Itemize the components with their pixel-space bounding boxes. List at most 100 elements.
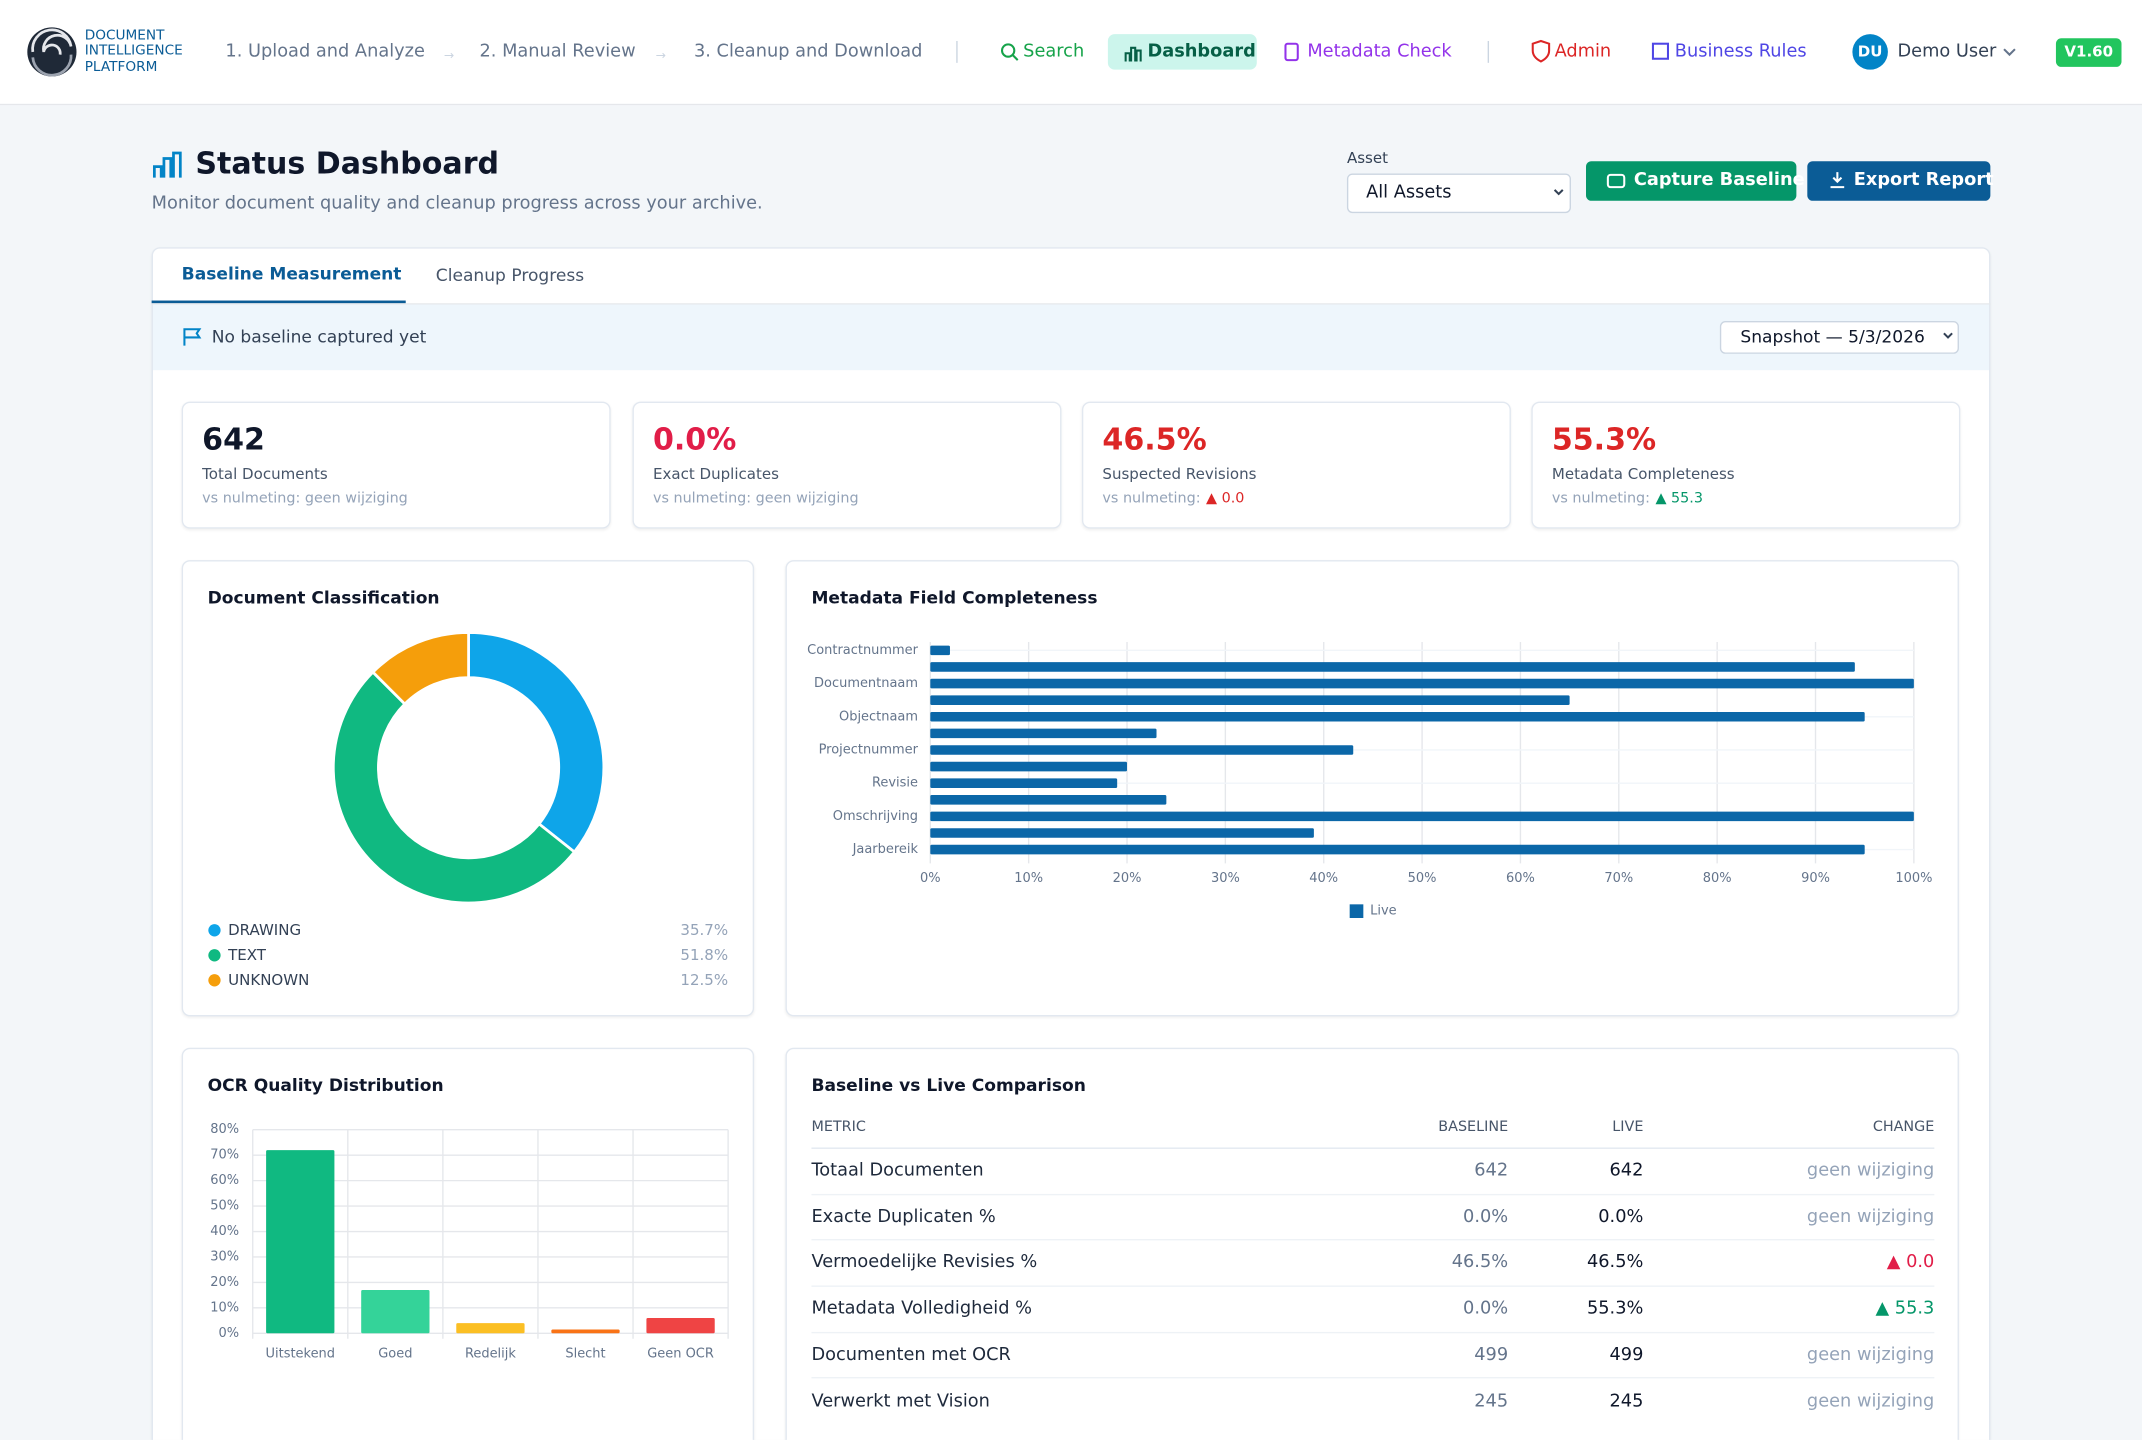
tab-divider bbox=[151, 303, 1991, 305]
page-title: Status Dashboard bbox=[195, 147, 500, 182]
bar bbox=[930, 745, 1354, 755]
asset-value[interactable]: All Assets bbox=[1366, 182, 1452, 203]
search-icon bbox=[1000, 43, 1016, 58]
legend-label: UNKNOWN bbox=[228, 971, 309, 989]
y-tick-label: Contractnummer bbox=[807, 643, 918, 658]
snapshot-value[interactable]: Snapshot — 5/3/2026 bbox=[1740, 326, 1925, 347]
y-tick-label: 80% bbox=[210, 1122, 239, 1137]
y-tick-label: 70% bbox=[210, 1148, 239, 1163]
bar bbox=[930, 795, 1167, 805]
table-cell: 642 bbox=[1609, 1160, 1644, 1181]
legend-label: DRAWING bbox=[228, 921, 301, 939]
table-cell: Verwerkt met Vision bbox=[811, 1390, 990, 1412]
row-divider bbox=[811, 1377, 1935, 1379]
chart-title: Document Classification bbox=[208, 588, 440, 608]
y-tick-label: 0% bbox=[218, 1326, 239, 1341]
chevron bbox=[1943, 332, 1953, 339]
legend-value: 51.8% bbox=[680, 946, 728, 964]
kpi-change: ▲ 0.0 bbox=[1206, 490, 1245, 507]
capture-button[interactable] bbox=[1586, 161, 1797, 201]
table-cell: geen wijziging bbox=[1806, 1206, 1935, 1227]
kpi-value: 642 bbox=[202, 423, 265, 458]
button-label[interactable]: Capture Baseline bbox=[1633, 170, 1805, 191]
kpi-card bbox=[181, 401, 611, 529]
card bbox=[785, 1047, 1959, 1440]
table-cell: geen wijziging bbox=[1806, 1390, 1935, 1412]
x-tick-label: Redelijk bbox=[465, 1346, 516, 1361]
nav-link[interactable]: Business Rules bbox=[1674, 41, 1807, 63]
table-title: Baseline vs Live Comparison bbox=[811, 1074, 1086, 1096]
y-tick-label: 60% bbox=[210, 1173, 239, 1188]
bar bbox=[930, 844, 1865, 855]
banner bbox=[152, 304, 1989, 371]
rules-icon bbox=[1651, 42, 1669, 60]
table-cell: 642 bbox=[1474, 1160, 1509, 1181]
page-subtitle: Monitor document quality and cleanup pro… bbox=[151, 193, 763, 214]
chevron bbox=[2003, 48, 2016, 57]
x-tick-label: 20% bbox=[1113, 871, 1142, 886]
kpi-card bbox=[1531, 401, 1961, 529]
clipboard-icon bbox=[1284, 42, 1299, 62]
legend-dot bbox=[208, 949, 221, 962]
kpi-change: ▲ 55.3 bbox=[1655, 490, 1703, 507]
card bbox=[785, 560, 1959, 1017]
button-label[interactable]: Export Report bbox=[1853, 170, 1994, 191]
legend-value: 35.7% bbox=[680, 921, 728, 939]
card bbox=[181, 1047, 755, 1440]
table-cell: 245 bbox=[1474, 1390, 1509, 1412]
nav-link[interactable]: Dashboard bbox=[1147, 41, 1256, 63]
nav-step[interactable]: 2. Manual Review bbox=[479, 41, 636, 63]
dashboard-icon bbox=[1124, 46, 1142, 62]
x-tick-label: Geen OCR bbox=[647, 1346, 714, 1361]
x-tick-label: 40% bbox=[1309, 871, 1338, 886]
bar bbox=[930, 662, 1855, 672]
brand-text: INTELLIGENCE bbox=[84, 43, 183, 59]
x-tick-label: 0% bbox=[920, 871, 941, 886]
kpi-compare: vs nulmeting: geen wijziging bbox=[202, 490, 408, 507]
table-cell: ▲ 55.3 bbox=[1875, 1298, 1935, 1320]
nav-link[interactable]: Metadata Check bbox=[1307, 41, 1452, 63]
bar bbox=[930, 778, 1118, 788]
y-tick-label: Documentnaam bbox=[814, 676, 918, 691]
legend-swatch bbox=[1349, 904, 1364, 918]
tab[interactable]: Cleanup Progress bbox=[435, 264, 585, 286]
asset-label: Asset bbox=[1346, 149, 1389, 168]
row-divider bbox=[811, 1147, 1935, 1149]
version: V1.60 bbox=[2064, 43, 2114, 61]
y-tick-label: 20% bbox=[210, 1275, 239, 1290]
chevron bbox=[1553, 189, 1564, 196]
nav-step[interactable]: 1. Upload and Analyze bbox=[225, 41, 425, 63]
table-cell: Documenten met OCR bbox=[811, 1344, 1011, 1366]
user-name[interactable]: Demo User bbox=[1897, 41, 1997, 63]
nav-link[interactable]: Search bbox=[1023, 41, 1085, 63]
banner-text: No baseline captured yet bbox=[211, 326, 427, 347]
arrow: → bbox=[656, 49, 666, 63]
donut-segment bbox=[331, 670, 577, 905]
kpi-compare: vs nulmeting: bbox=[1551, 490, 1650, 507]
asset-select[interactable] bbox=[1346, 173, 1571, 214]
row-divider bbox=[811, 1239, 1935, 1241]
column-header: CHANGE bbox=[1872, 1118, 1935, 1135]
dashboard-pill[interactable] bbox=[1107, 34, 1257, 70]
bar bbox=[930, 761, 1128, 772]
kpi-value: 46.5% bbox=[1102, 423, 1207, 458]
brand-text: PLATFORM bbox=[84, 60, 158, 76]
version-badge bbox=[2055, 38, 2122, 67]
header bbox=[0, 0, 2142, 106]
bar bbox=[930, 645, 950, 656]
snapshot-select[interactable] bbox=[1719, 321, 1959, 354]
kpi-label: Total Documents bbox=[202, 465, 328, 483]
x-tick-label: 90% bbox=[1801, 871, 1830, 886]
table-cell: geen wijziging bbox=[1806, 1160, 1935, 1181]
nav-link[interactable]: Admin bbox=[1554, 41, 1612, 63]
row-divider bbox=[811, 1193, 1935, 1195]
nav-step[interactable]: 3. Cleanup and Download bbox=[693, 41, 923, 63]
tab[interactable]: Baseline Measurement bbox=[181, 263, 402, 284]
table-cell: ▲ 0.0 bbox=[1886, 1252, 1935, 1274]
table-cell: 46.5% bbox=[1451, 1252, 1509, 1274]
brand-text: DOCUMENT bbox=[84, 28, 165, 44]
bar bbox=[930, 811, 1914, 822]
